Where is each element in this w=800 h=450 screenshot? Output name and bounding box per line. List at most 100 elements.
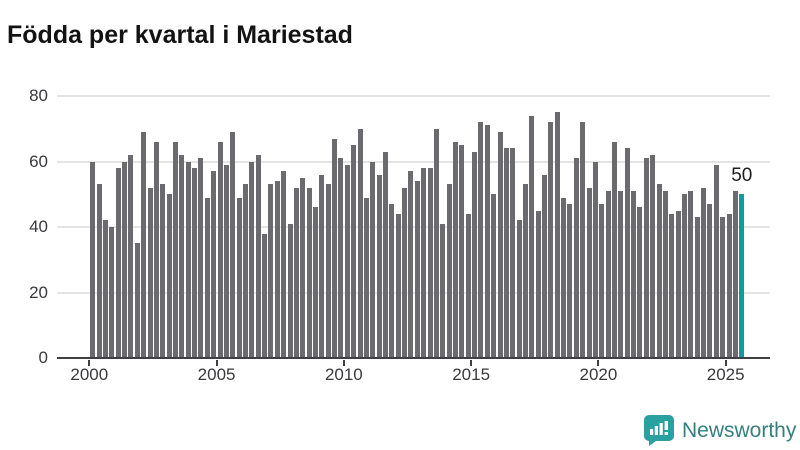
x-tick-label: 2000 bbox=[70, 365, 109, 384]
bar bbox=[446, 184, 452, 358]
x-tick bbox=[470, 360, 473, 366]
bar bbox=[726, 213, 732, 358]
bar bbox=[351, 145, 357, 358]
grid-line-y60 bbox=[57, 160, 770, 163]
bar bbox=[548, 122, 554, 358]
last-value-label: 50 bbox=[731, 165, 753, 187]
bar bbox=[497, 132, 503, 358]
bar bbox=[128, 154, 134, 358]
newsworthy-speech-bubble-icon bbox=[644, 415, 674, 446]
x-tick-label: 2020 bbox=[579, 365, 618, 384]
bar bbox=[338, 158, 344, 358]
bar bbox=[281, 171, 287, 358]
bar bbox=[599, 204, 605, 358]
bar bbox=[682, 194, 687, 358]
y-tick-label: 40 bbox=[29, 217, 48, 236]
bar bbox=[306, 187, 312, 358]
bar bbox=[732, 190, 738, 358]
bar bbox=[637, 207, 643, 358]
bar bbox=[675, 210, 681, 358]
x-tick-label: 2010 bbox=[324, 365, 363, 384]
bar bbox=[433, 128, 439, 358]
bar bbox=[688, 190, 694, 358]
grid-line-y40 bbox=[57, 226, 770, 228]
bar bbox=[268, 184, 274, 358]
bar bbox=[153, 141, 159, 358]
bar bbox=[166, 194, 172, 358]
x-tick-label: 2015 bbox=[452, 365, 491, 384]
bar bbox=[452, 141, 458, 358]
bar bbox=[586, 187, 592, 358]
bar bbox=[160, 184, 166, 358]
bar bbox=[643, 158, 649, 358]
bar bbox=[223, 164, 229, 358]
bar bbox=[535, 210, 541, 358]
bar bbox=[605, 190, 611, 358]
x-tick bbox=[342, 360, 345, 366]
x-tick bbox=[215, 360, 218, 366]
bar bbox=[217, 141, 223, 358]
x-axis-line bbox=[57, 357, 770, 359]
bar bbox=[312, 207, 318, 358]
x-tick-label: 2025 bbox=[706, 365, 745, 384]
bar bbox=[510, 148, 516, 358]
bar bbox=[516, 220, 522, 358]
bar bbox=[389, 204, 395, 358]
bar bbox=[325, 184, 331, 358]
bar bbox=[141, 132, 147, 358]
bar bbox=[402, 187, 408, 358]
bar bbox=[408, 171, 414, 358]
bar bbox=[134, 243, 140, 358]
bar bbox=[561, 197, 567, 358]
bar bbox=[344, 164, 350, 358]
bar bbox=[656, 184, 662, 358]
bar bbox=[421, 168, 427, 358]
bar bbox=[573, 158, 579, 358]
bar bbox=[255, 154, 261, 358]
newsworthy-logo: Newsworthy bbox=[644, 415, 796, 446]
y-tick-label: 60 bbox=[29, 151, 48, 171]
bar bbox=[720, 217, 726, 358]
bar bbox=[592, 161, 598, 358]
bar bbox=[243, 184, 248, 358]
x-tick bbox=[724, 360, 727, 366]
bar bbox=[363, 197, 369, 358]
bar bbox=[414, 181, 420, 358]
bar bbox=[465, 213, 471, 358]
bar bbox=[230, 132, 236, 358]
bar bbox=[395, 213, 401, 358]
grid-line-y20 bbox=[57, 291, 770, 294]
bar bbox=[376, 174, 382, 358]
bar bbox=[484, 125, 490, 358]
bar bbox=[567, 204, 573, 358]
bar bbox=[542, 174, 548, 358]
bar bbox=[554, 112, 560, 358]
bar bbox=[204, 197, 210, 358]
bar bbox=[236, 197, 242, 358]
bar bbox=[262, 233, 268, 358]
bar bbox=[249, 161, 255, 358]
bar bbox=[198, 158, 204, 358]
bar bbox=[147, 187, 153, 358]
bar bbox=[662, 190, 668, 358]
bar bbox=[173, 141, 178, 358]
newsworthy-wordmark: Newsworthy bbox=[682, 418, 797, 442]
bar bbox=[522, 184, 528, 358]
bar bbox=[185, 161, 191, 358]
bar bbox=[103, 220, 109, 358]
bar bbox=[478, 122, 484, 358]
bar bbox=[90, 161, 96, 358]
bar bbox=[382, 151, 388, 358]
bar bbox=[332, 138, 338, 358]
bar bbox=[650, 154, 656, 358]
y-tick-label: 0 bbox=[38, 348, 48, 367]
bar bbox=[287, 223, 293, 358]
x-tick bbox=[597, 360, 600, 366]
x-tick-label: 2005 bbox=[197, 365, 236, 384]
bar bbox=[122, 161, 128, 358]
bar bbox=[503, 148, 509, 358]
bar bbox=[694, 217, 700, 358]
bar bbox=[274, 181, 280, 358]
